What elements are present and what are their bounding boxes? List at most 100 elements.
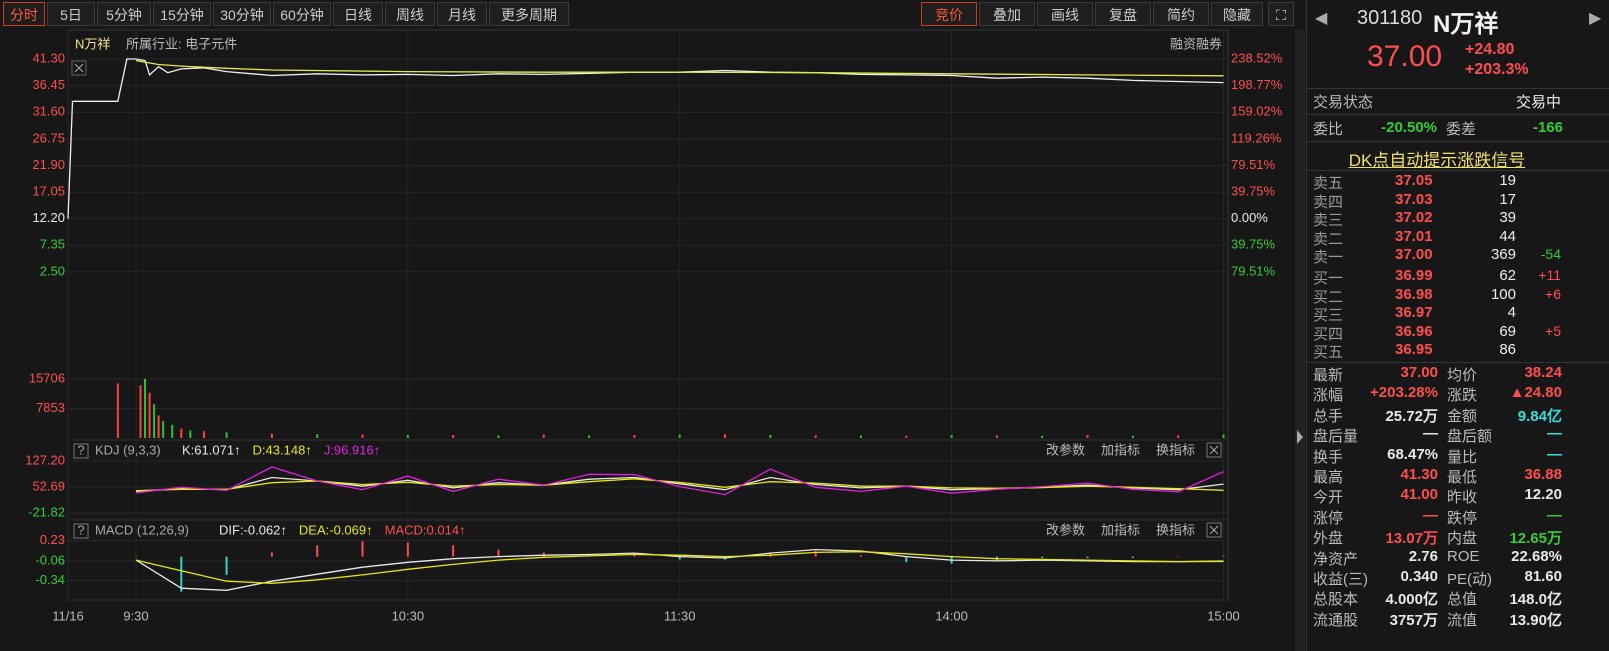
- indicator-button[interactable]: 加指标: [1101, 522, 1140, 537]
- chart-bg: [0, 30, 1295, 651]
- stat-label: 净资产: [1313, 550, 1359, 568]
- indicator-button[interactable]: 加指标: [1101, 442, 1140, 457]
- volume-bar: [1177, 435, 1180, 438]
- indicator-button[interactable]: 改参数: [1046, 522, 1085, 537]
- x-tick-label: 11:30: [664, 608, 696, 623]
- volume-bar: [180, 428, 183, 438]
- tool-button[interactable]: 复盘: [1095, 2, 1151, 26]
- volume-bar: [1222, 434, 1225, 438]
- volume-bar: [157, 415, 160, 438]
- stat-value: 41.30: [1400, 466, 1438, 483]
- volume-bar: [497, 435, 500, 438]
- book-volume: 39: [1499, 209, 1516, 227]
- period-button[interactable]: 5分钟: [97, 2, 151, 26]
- tool-button[interactable]: 竞价: [921, 2, 977, 26]
- tool-button[interactable]: 画线: [1037, 2, 1093, 26]
- period-button[interactable]: 15分钟: [153, 2, 211, 26]
- stat-label: 昨收: [1447, 489, 1478, 507]
- volume-bar: [905, 435, 908, 438]
- collapse-arrow[interactable]: [1297, 430, 1303, 444]
- stat-value: 38.24: [1524, 364, 1562, 381]
- period-button[interactable]: 月线: [437, 2, 487, 26]
- stat-value: 37.00: [1400, 364, 1438, 381]
- fullscreen-button[interactable]: ⛶: [1268, 2, 1294, 26]
- tool-button[interactable]: 隐藏: [1211, 2, 1263, 26]
- volume-bar: [171, 424, 174, 438]
- y-tick-label: -0.34: [35, 572, 65, 587]
- volume-bar: [452, 434, 455, 438]
- volume-bar: [633, 434, 636, 438]
- macd-bar: [452, 545, 455, 557]
- macd-bar: [905, 556, 908, 563]
- y-tick-label: 7.35: [40, 237, 65, 252]
- period-button[interactable]: 更多周期: [489, 2, 569, 26]
- book-volume: 369: [1490, 246, 1516, 264]
- stat-label: 换手: [1313, 448, 1344, 466]
- book-change: +11: [1538, 267, 1561, 283]
- y-tick-label: -0.06: [35, 552, 65, 567]
- book-label: 买五: [1313, 344, 1344, 362]
- next-arrow: ▶: [1589, 10, 1602, 27]
- side-strip: [1295, 30, 1305, 651]
- tool-button[interactable]: 简约: [1153, 2, 1209, 26]
- period-button[interactable]: 5日: [47, 2, 95, 26]
- period-button[interactable]: 30分钟: [213, 2, 271, 26]
- status: 交易中: [1515, 94, 1561, 111]
- stat-label: PE(动): [1447, 571, 1493, 588]
- book-label: 买二: [1313, 288, 1344, 306]
- stat-value: 0.340: [1400, 568, 1438, 585]
- stat-label: 最高: [1313, 469, 1344, 486]
- volume-bar: [270, 433, 273, 438]
- y2-tick-label: 119.26%: [1231, 130, 1282, 145]
- macd-bar: [225, 556, 228, 575]
- help-icon: ?: [77, 442, 84, 457]
- book-label: 卖四: [1313, 193, 1344, 211]
- macd-bar: [542, 552, 545, 557]
- signal-link[interactable]: DK点自动提示涨跌信号: [1348, 151, 1526, 170]
- period-button[interactable]: 分时: [3, 2, 45, 26]
- book-volume: 17: [1499, 190, 1516, 208]
- volume-bar: [406, 434, 409, 438]
- period-button[interactable]: 60分钟: [273, 2, 331, 26]
- stat-label: 总手: [1313, 407, 1344, 425]
- book-volume: 19: [1499, 172, 1516, 189]
- help-box[interactable]: [73, 443, 89, 459]
- ratio: -20.50%: [1381, 119, 1437, 136]
- price-change: +24.80: [1465, 41, 1515, 58]
- y2-tick-label: 79.51%: [1231, 263, 1276, 278]
- book-price: 37.02: [1395, 209, 1433, 227]
- period-button[interactable]: 日线: [333, 2, 383, 26]
- stat-value: 12.65万: [1509, 530, 1562, 548]
- kdj-line: [135, 466, 1224, 496]
- stat-value: 81.60: [1524, 568, 1562, 585]
- book-price: 37.03: [1395, 190, 1433, 208]
- stat-label: 盘后额: [1447, 428, 1493, 446]
- macd-line: [135, 548, 1224, 591]
- stat-label: 今开: [1313, 489, 1344, 507]
- stat-value: 13.90亿: [1509, 611, 1562, 629]
- y-tick-label: 15706: [29, 370, 65, 385]
- close-box[interactable]: [1206, 442, 1222, 458]
- close-box[interactable]: [71, 60, 87, 76]
- stat-value: +203.28%: [1370, 384, 1438, 402]
- book-price: 36.98: [1395, 285, 1433, 303]
- help-box[interactable]: [73, 523, 89, 539]
- close-box[interactable]: [1206, 522, 1222, 538]
- period-button[interactable]: 周线: [385, 2, 435, 26]
- stat-value: 4.000亿: [1385, 591, 1438, 609]
- close-icon: [1209, 445, 1219, 455]
- diff: -166: [1532, 119, 1563, 136]
- indicator-button[interactable]: 换指标: [1156, 442, 1195, 457]
- divider: [1307, 170, 1609, 171]
- stat-value: 3757万: [1389, 611, 1438, 629]
- indicator-button[interactable]: 改参数: [1046, 442, 1085, 457]
- volume-bar: [116, 383, 119, 438]
- tool-button[interactable]: 叠加: [979, 2, 1035, 26]
- price-line: [67, 58, 1224, 219]
- indicator-button[interactable]: 换指标: [1156, 522, 1195, 537]
- indicator-readout: DIF:-0.062↑: [219, 522, 287, 537]
- chart-area: ? ? 11/16 9:30 10:30 11:30 14:00 15:00 41.30 36…: [0, 29, 1305, 651]
- macd-bar: [859, 555, 862, 557]
- y-tick-label: 17.05: [32, 184, 65, 199]
- stat-label: 流值: [1447, 611, 1478, 629]
